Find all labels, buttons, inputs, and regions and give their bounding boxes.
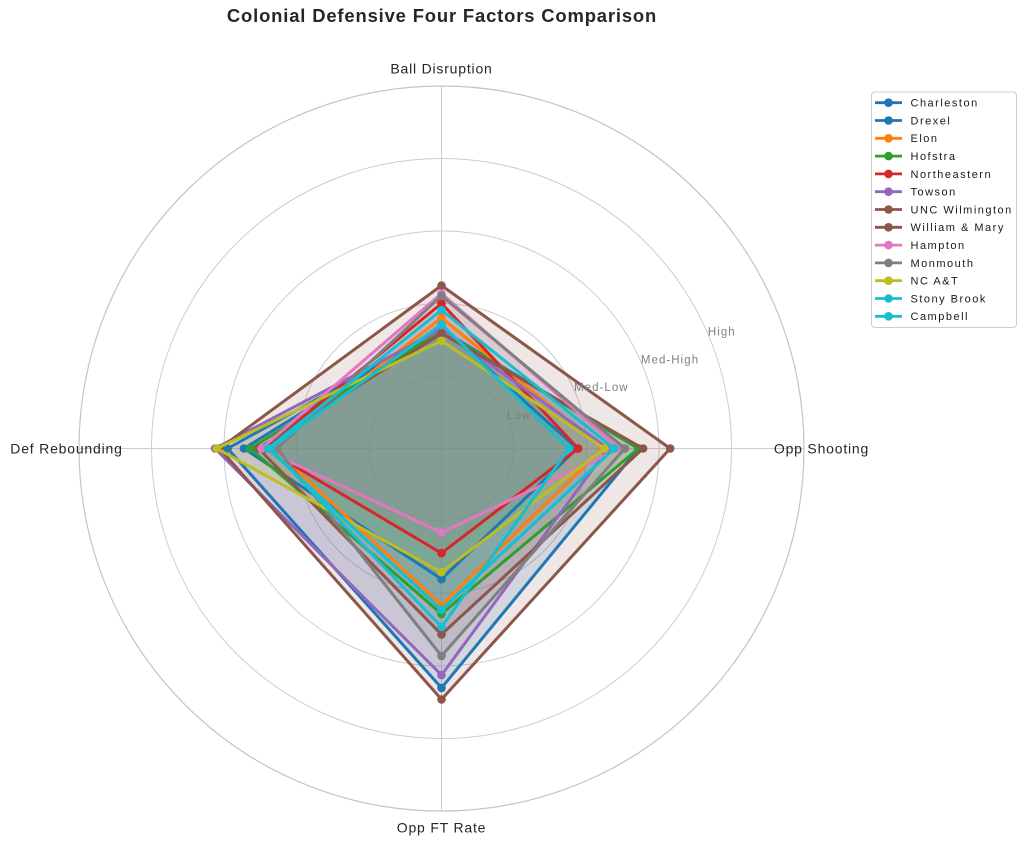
- svg-text:Elon: Elon: [911, 133, 939, 145]
- svg-text:Ball Disruption: Ball Disruption: [390, 60, 492, 76]
- svg-text:Opp FT Rate: Opp FT Rate: [397, 819, 486, 835]
- svg-text:UNC Wilmington: UNC Wilmington: [911, 204, 1013, 216]
- svg-text:Northeastern: Northeastern: [911, 169, 993, 181]
- svg-text:Low: Low: [507, 410, 531, 422]
- svg-text:Charleston: Charleston: [911, 98, 979, 110]
- svg-text:Med-Low: Med-Low: [574, 382, 629, 394]
- svg-text:Hampton: Hampton: [911, 240, 966, 252]
- svg-text:Stony Brook: Stony Brook: [911, 293, 987, 305]
- svg-text:William & Mary: William & Mary: [911, 222, 1005, 234]
- svg-text:Med-High: Med-High: [641, 354, 699, 366]
- svg-text:Drexel: Drexel: [911, 115, 952, 127]
- svg-text:High: High: [708, 327, 736, 339]
- svg-text:Hofstra: Hofstra: [911, 151, 957, 163]
- svg-text:Campbell: Campbell: [911, 311, 969, 323]
- svg-text:NC A&T: NC A&T: [911, 276, 960, 288]
- svg-text:Def Rebounding: Def Rebounding: [10, 441, 122, 457]
- svg-text:Colonial Defensive Four Factor: Colonial Defensive Four Factors Comparis…: [227, 5, 657, 26]
- svg-text:Monmouth: Monmouth: [911, 258, 975, 270]
- svg-text:Towson: Towson: [911, 187, 957, 199]
- svg-text:Opp Shooting: Opp Shooting: [774, 441, 869, 457]
